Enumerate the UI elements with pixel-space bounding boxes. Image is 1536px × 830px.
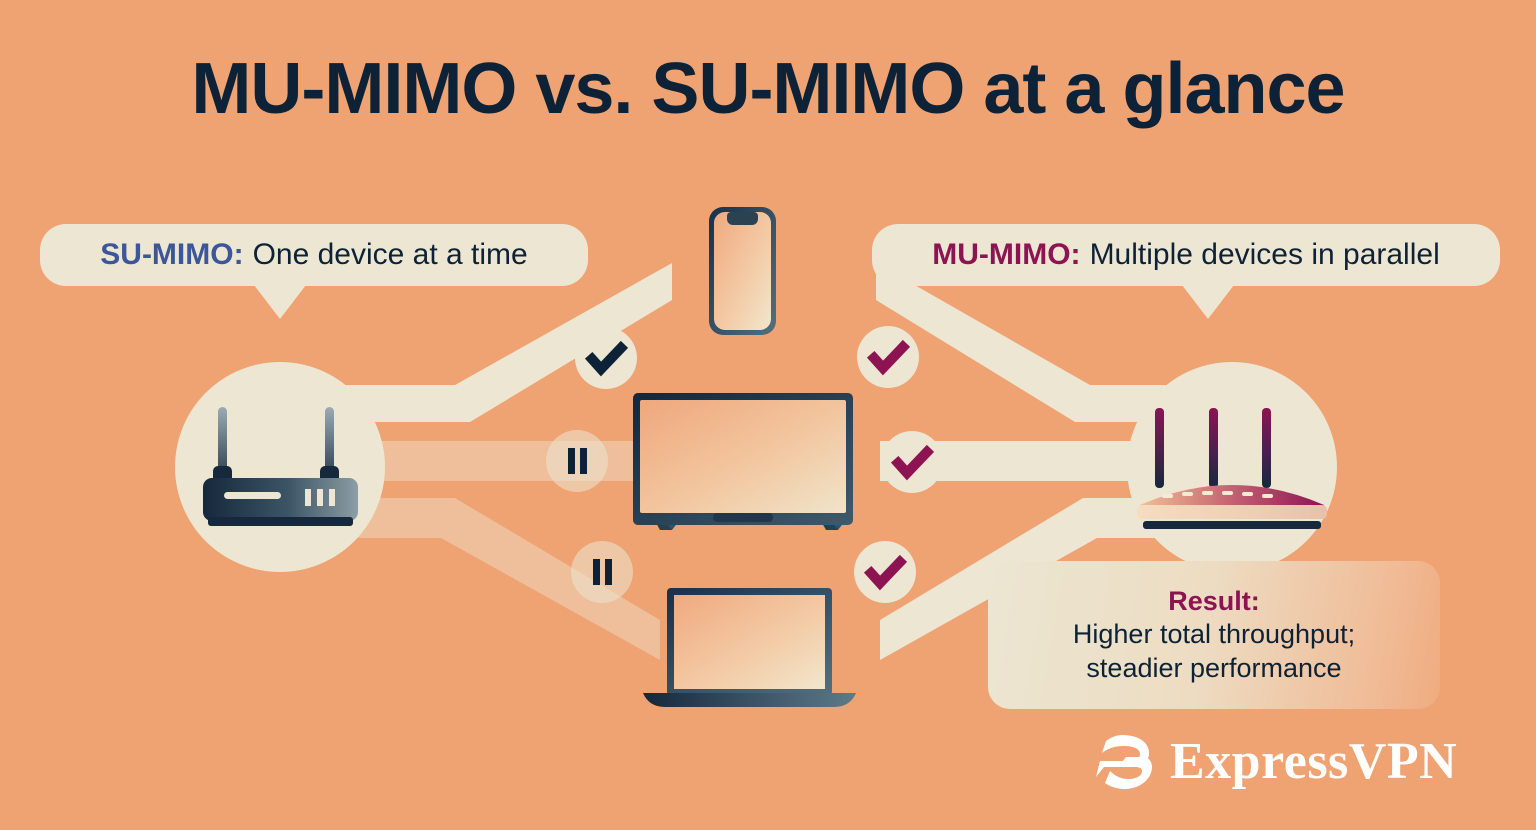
laptop-icon	[643, 588, 856, 707]
callout-mu-mimo-tag: MU-MIMO:	[932, 238, 1081, 271]
callout-su-mimo-tag: SU-MIMO:	[100, 238, 244, 271]
callout-mu-mimo-tail	[1182, 285, 1234, 319]
su-mimo-node-circle	[175, 362, 385, 572]
badge-right-tv-check	[881, 431, 943, 493]
badge-right-laptop-check	[854, 541, 916, 603]
mu-mimo-node-circle	[1127, 362, 1337, 572]
callout-su-mimo-text: One device at a time	[252, 238, 528, 271]
result-body: Higher total throughput; steadier perfor…	[1072, 619, 1356, 683]
badge-left-tv-pause	[546, 430, 608, 492]
badge-left-laptop-pause	[571, 541, 633, 603]
result-title: Result:	[1168, 585, 1260, 616]
smartphone-icon	[709, 207, 776, 335]
router-three-antenna-icon	[1137, 408, 1327, 529]
badge-left-phone-check	[575, 327, 637, 389]
callout-mu-mimo: MU-MIMO: Multiple devices in parallel	[872, 224, 1500, 286]
page-title: MU-MIMO vs. SU-MIMO at a glance	[191, 49, 1345, 129]
callout-mu-mimo-text: Multiple devices in parallel	[1089, 238, 1440, 271]
router-two-antenna-icon	[203, 407, 358, 526]
expressvpn-e-mark-icon	[1096, 735, 1152, 789]
expressvpn-logo: ExpressVPN	[1092, 731, 1457, 793]
television-icon	[633, 393, 853, 530]
badge-right-phone-check	[857, 326, 919, 388]
expressvpn-wordmark: ExpressVPN	[1170, 733, 1458, 790]
callout-su-mimo-tail	[254, 285, 306, 319]
result-box: Result: Higher total throughput; steadie…	[988, 561, 1440, 709]
callout-su-mimo: SU-MIMO: One device at a time	[40, 224, 588, 286]
